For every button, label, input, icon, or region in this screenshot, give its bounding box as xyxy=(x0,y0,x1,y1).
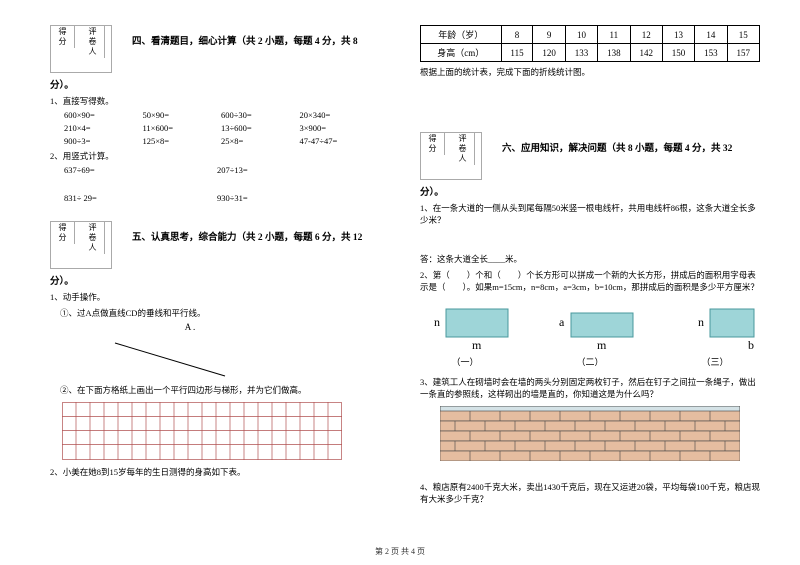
calc-item: 900÷3= xyxy=(64,136,135,146)
table-cell: 142 xyxy=(630,44,662,62)
label-b: b xyxy=(748,338,754,351)
calc-item: 50×90= xyxy=(143,110,214,120)
table-cell: 12 xyxy=(630,26,662,44)
page-footer: 第 2 页 共 4 页 xyxy=(0,546,800,557)
table-cell: 120 xyxy=(533,44,565,62)
rect-diagrams: n m （一） a m （二） n b （三） xyxy=(420,301,760,368)
q5-2: 2、小美在她8到15岁每年的生日测得的身高如下表。 xyxy=(50,466,370,478)
section-4-title: 四、看清题目，细心计算（共 2 小题，每题 4 分，共 8 xyxy=(112,25,358,47)
judge-cell xyxy=(81,58,111,72)
calc-item: 210×4= xyxy=(64,123,135,133)
calc-item: 600÷30= xyxy=(221,110,292,120)
right-column: 年龄（岁） 8 9 10 11 12 13 14 15 身高（cm） 115 1… xyxy=(400,0,800,565)
judge-label: 评卷人 xyxy=(81,26,105,58)
table-cell: 150 xyxy=(662,44,694,62)
judge-label: 评卷人 xyxy=(451,133,475,165)
height-table: 年龄（岁） 8 9 10 11 12 13 14 15 身高（cm） 115 1… xyxy=(420,25,760,62)
calc-item: 25×8= xyxy=(221,136,292,146)
judge-cell xyxy=(81,254,111,268)
score-label: 得分 xyxy=(421,133,445,155)
table-cell: 153 xyxy=(695,44,727,62)
table-row: 年龄（岁） 8 9 10 11 12 13 14 15 xyxy=(421,26,760,44)
table-cell: 8 xyxy=(501,26,533,44)
score-label: 得分 xyxy=(51,222,75,244)
judge-cell xyxy=(451,165,481,179)
wall-diagram xyxy=(440,406,740,461)
q6-1-answer: 答：这条大道全长____米。 xyxy=(420,253,760,265)
table-cell: 11 xyxy=(598,26,630,44)
score-cell xyxy=(421,155,451,169)
rect-2: a m （二） xyxy=(545,301,635,368)
rect-num: （一） xyxy=(420,355,510,368)
table-cell: 9 xyxy=(533,26,565,44)
calc-item: 3×900= xyxy=(300,123,371,133)
table-cell: 10 xyxy=(565,26,597,44)
section-4-title2: 分）。 xyxy=(50,77,370,91)
point-a-label: A . xyxy=(10,322,370,332)
q4-1: 1、直接写得数。 xyxy=(50,95,370,107)
score-box: 得分 评卷人 xyxy=(50,25,112,73)
q6-3: 3、建筑工人在砌墙时会在墙的两头分别固定两枚钉子，然后在钉子之间拉一条绳子，做出… xyxy=(420,376,760,400)
rect-num: （二） xyxy=(545,355,635,368)
score-cell xyxy=(51,48,81,62)
label-m: m xyxy=(597,338,607,351)
calc-item: 13÷600= xyxy=(221,123,292,133)
label-m: m xyxy=(472,338,482,351)
score-label: 得分 xyxy=(51,26,75,48)
table-cell: 138 xyxy=(598,44,630,62)
calc-item: 207÷13= xyxy=(217,165,370,175)
table-cell: 15 xyxy=(727,26,759,44)
left-column: 得分 评卷人 四、看清题目，细心计算（共 2 小题，每题 4 分，共 8 分）。… xyxy=(0,0,400,565)
rect-1: n m （一） xyxy=(420,301,510,368)
section-5-title: 五、认真思考，综合能力（共 2 小题，每题 6 分，共 12 xyxy=(112,221,362,243)
calc-item: 47-47÷47= xyxy=(300,136,371,146)
table-note: 根据上面的统计表，完成下面的折线统计图。 xyxy=(420,66,760,78)
calc-grid-2: 637÷69= 207÷13= 831÷ 29= 930÷31= xyxy=(64,165,370,221)
calc-item: 11×600= xyxy=(143,123,214,133)
section-6-header: 得分 评卷人 六、应用知识，解决问题（共 8 小题，每题 4 分，共 32 xyxy=(420,132,760,180)
q5-1a: ①、过A点做直线CD的垂线和平行线。 xyxy=(60,307,370,319)
calc-item: 831÷ 29= xyxy=(64,193,217,203)
table-header: 身高（cm） xyxy=(421,44,502,62)
calc-item: 20×340= xyxy=(300,110,371,120)
line-cd-diagram xyxy=(110,338,230,378)
q6-1: 1、在一条大道的一侧从头到尾每隔50米竖一根电线杆，共用电线杆86根，这条大道全… xyxy=(420,202,760,226)
section-5-title2: 分）。 xyxy=(50,273,370,287)
table-header: 年龄（岁） xyxy=(421,26,502,44)
table-cell: 13 xyxy=(662,26,694,44)
score-box: 得分 评卷人 xyxy=(420,132,482,180)
score-box: 得分 评卷人 xyxy=(50,221,112,269)
q6-4: 4、粮店原有2400千克大米，卖出1430千克后，现在又运进20袋，平均每袋10… xyxy=(420,481,760,505)
score-cell xyxy=(51,244,81,258)
grid-paper xyxy=(62,402,342,460)
rect-3: n b （三） xyxy=(670,301,760,368)
section-6-title2: 分）。 xyxy=(420,184,760,198)
calc-item: 600×90= xyxy=(64,110,135,120)
section-5-header: 得分 评卷人 五、认真思考，综合能力（共 2 小题，每题 6 分，共 12 xyxy=(50,221,370,269)
q5-1: 1、动手操作。 xyxy=(50,291,370,303)
table-cell: 157 xyxy=(727,44,759,62)
table-cell: 133 xyxy=(565,44,597,62)
label-n: n xyxy=(434,315,440,329)
label-a: a xyxy=(559,315,565,329)
calc-grid-1: 600×90= 50×90= 600÷30= 20×340= 210×4= 11… xyxy=(64,110,370,146)
label-n: n xyxy=(698,315,704,329)
calc-item: 637÷69= xyxy=(64,165,217,175)
q4-2: 2、用竖式计算。 xyxy=(50,150,370,162)
calc-item: 125×8= xyxy=(143,136,214,146)
section-4-header: 得分 评卷人 四、看清题目，细心计算（共 2 小题，每题 4 分，共 8 xyxy=(50,25,370,73)
table-row: 身高（cm） 115 120 133 138 142 150 153 157 xyxy=(421,44,760,62)
table-cell: 14 xyxy=(695,26,727,44)
q6-2: 2、第（ ）个和（ ）个长方形可以拼成一个新的大长方形，拼成后的面积用字母表示是… xyxy=(420,269,760,293)
judge-label: 评卷人 xyxy=(81,222,105,254)
rect-num: （三） xyxy=(670,355,760,368)
q5-1b: ②、在下面方格纸上画出一个平行四边形与梯形，并为它们做高。 xyxy=(60,384,370,396)
section-6-title: 六、应用知识，解决问题（共 8 小题，每题 4 分，共 32 xyxy=(482,132,732,154)
calc-item: 930÷31= xyxy=(217,193,370,203)
table-cell: 115 xyxy=(501,44,533,62)
